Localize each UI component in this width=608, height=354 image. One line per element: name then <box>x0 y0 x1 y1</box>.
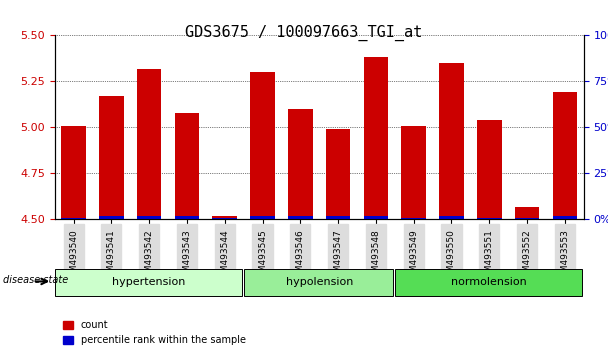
Bar <box>137 216 162 219</box>
Bar <box>250 216 275 219</box>
Bar <box>99 216 123 219</box>
Bar <box>477 218 502 219</box>
Bar <box>553 216 577 219</box>
Bar <box>137 69 162 219</box>
Bar <box>326 216 350 219</box>
Text: disease state: disease state <box>3 275 68 285</box>
Bar <box>401 126 426 219</box>
Bar <box>174 113 199 219</box>
Bar <box>250 72 275 219</box>
FancyBboxPatch shape <box>55 269 242 296</box>
Bar <box>515 218 539 219</box>
Bar <box>364 216 388 219</box>
Bar <box>439 63 464 219</box>
Bar <box>515 207 539 219</box>
Bar <box>401 218 426 219</box>
Bar <box>212 218 237 219</box>
Bar <box>439 216 464 219</box>
Legend: count, percentile rank within the sample: count, percentile rank within the sample <box>60 316 250 349</box>
FancyBboxPatch shape <box>395 269 582 296</box>
Bar <box>174 216 199 219</box>
Text: hypertension: hypertension <box>112 277 186 287</box>
Text: GDS3675 / 100097663_TGI_at: GDS3675 / 100097663_TGI_at <box>185 25 423 41</box>
Text: hypolension: hypolension <box>286 277 353 287</box>
Bar <box>288 109 313 219</box>
Bar <box>553 92 577 219</box>
Bar <box>61 218 86 219</box>
Bar <box>364 57 388 219</box>
Bar <box>61 126 86 219</box>
Bar <box>477 120 502 219</box>
FancyBboxPatch shape <box>244 269 393 296</box>
Text: normolension: normolension <box>451 277 527 287</box>
Bar <box>288 216 313 219</box>
Bar <box>212 216 237 219</box>
Bar <box>326 129 350 219</box>
Bar <box>99 96 123 219</box>
